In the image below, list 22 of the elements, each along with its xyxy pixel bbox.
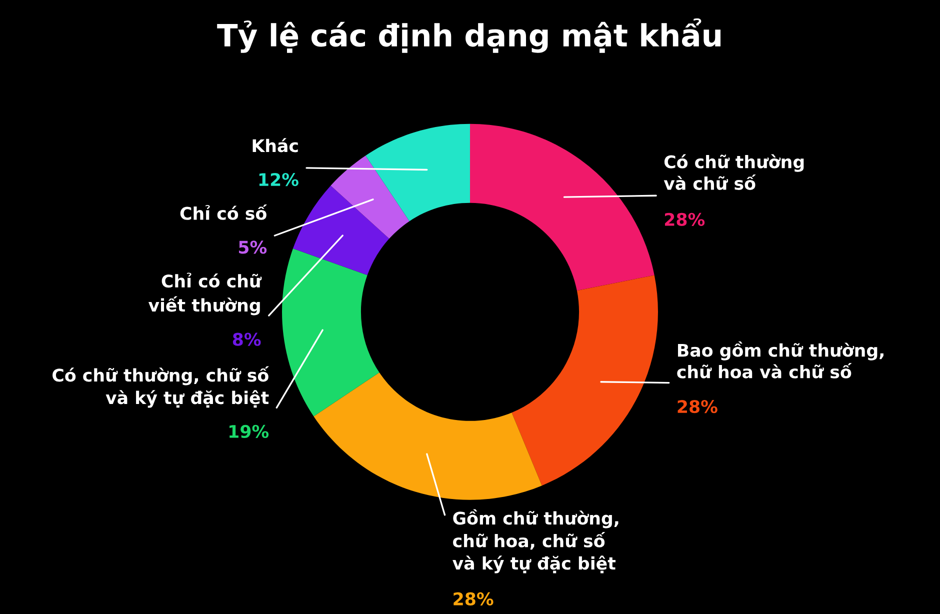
donut-slice — [470, 124, 654, 291]
slice-label: Khác — [252, 138, 298, 152]
slice-label: Có chữ thường, chữ số và ký tự đặc biệt — [52, 366, 269, 408]
slice-label: Chỉ có số — [180, 204, 268, 220]
data-label: 8% — [232, 332, 261, 346]
slice-label: Gồm chữ thường, chữ hoa, chữ số và ký tự đặc biệt — [452, 509, 618, 574]
data-label: 19% — [230, 424, 269, 438]
data-label: 28% — [664, 212, 705, 226]
donut-slice — [512, 275, 658, 486]
data-label: 5% — [239, 240, 267, 254]
donut-slice — [330, 156, 410, 239]
slice-label: Bao gồm chữ thường, chữ hoa và chữ số — [677, 341, 884, 378]
data-label: 28% — [678, 400, 718, 414]
donut-slice — [314, 372, 542, 500]
slice-label: Chỉ có chữ viết thường — [148, 272, 262, 316]
data-label: 12% — [259, 172, 298, 186]
donut-slice — [292, 186, 390, 276]
data-label: 28% — [454, 592, 494, 606]
slice-label: Có chữ thường và chữ số — [664, 154, 804, 190]
donut-slice — [366, 124, 470, 222]
chart-title: Tỷ lệ các định dạng mật khẩu — [217, 18, 720, 53]
donut-slice — [282, 248, 380, 416]
